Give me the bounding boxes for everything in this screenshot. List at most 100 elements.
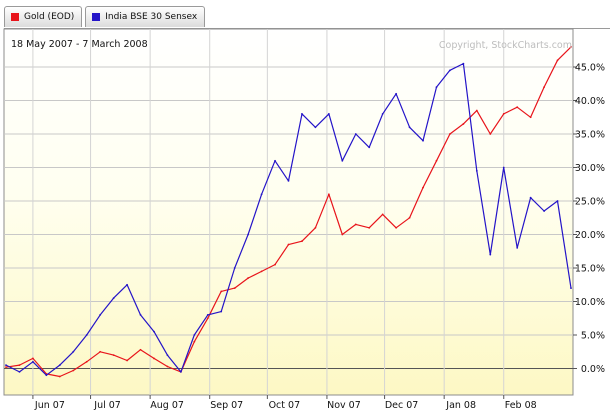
gold-data-point bbox=[449, 133, 451, 135]
gold-data-point bbox=[543, 86, 545, 88]
gold-data-point bbox=[529, 116, 532, 119]
sensex-data-point bbox=[435, 86, 438, 88]
gold-data-point bbox=[475, 109, 478, 112]
gold-data-point bbox=[570, 46, 572, 48]
sensex-data-point bbox=[354, 133, 357, 135]
gold-data-point bbox=[220, 290, 223, 293]
sensex-data-point bbox=[193, 334, 196, 336]
sensex-data-point bbox=[475, 169, 478, 172]
y-tick-label: 0.0% bbox=[581, 364, 605, 375]
sensex-data-point bbox=[153, 330, 155, 333]
gold-data-point bbox=[502, 113, 505, 115]
sensex-data-point bbox=[247, 233, 250, 236]
y-tick-label: 15.0% bbox=[575, 264, 605, 275]
legend-item-sensex[interactable]: India BSE 30 Sensex bbox=[85, 6, 206, 27]
sensex-data-point bbox=[395, 92, 398, 95]
y-tick-label: 5.0% bbox=[581, 331, 605, 342]
sensex-data-point bbox=[556, 200, 559, 202]
date-range: 18 May 2007 - 7 March 2008 bbox=[11, 39, 148, 50]
gold-data-point bbox=[274, 263, 276, 266]
sensex-data-point bbox=[368, 146, 371, 149]
gold-data-point bbox=[233, 287, 236, 289]
sensex-data-point bbox=[58, 364, 61, 367]
sensex-data-point bbox=[408, 126, 411, 129]
sensex-data-point bbox=[85, 334, 88, 336]
x-tick-label: Dec 07 bbox=[385, 400, 419, 411]
gold-data-point bbox=[381, 213, 384, 216]
sensex-data-point bbox=[422, 139, 424, 142]
sensex-data-point bbox=[260, 193, 263, 196]
sensex-data-point bbox=[18, 370, 21, 373]
legend-item-gold[interactable]: Gold (EOD) bbox=[4, 6, 83, 27]
gold-data-point bbox=[368, 226, 371, 229]
sensex-data-point bbox=[462, 62, 465, 65]
sensex-data-point bbox=[543, 210, 545, 212]
sensex-data-point bbox=[327, 113, 330, 115]
gold-data-point bbox=[301, 240, 303, 243]
x-tick-label: Aug 07 bbox=[150, 400, 184, 411]
y-tick-label: 25.0% bbox=[575, 197, 605, 208]
sensex-data-point bbox=[529, 196, 532, 199]
gold-data-point bbox=[408, 216, 411, 219]
x-tick-label: Nov 07 bbox=[327, 400, 361, 411]
y-tick-label: 10.0% bbox=[575, 297, 605, 308]
gold-data-point bbox=[193, 340, 196, 343]
gold-data-point bbox=[516, 106, 519, 109]
gold-data-point bbox=[354, 223, 357, 226]
sensex-data-point bbox=[99, 314, 102, 316]
x-tick-label: Jan 08 bbox=[445, 400, 476, 411]
gold-data-point bbox=[166, 365, 169, 368]
gold-data-point bbox=[287, 243, 290, 246]
sensex-data-point bbox=[502, 166, 505, 169]
gold-data-point bbox=[395, 226, 398, 229]
sensex-data-point bbox=[220, 310, 223, 313]
gold-data-point bbox=[58, 375, 61, 378]
gold-data-point bbox=[153, 357, 155, 360]
sensex-data-point bbox=[516, 247, 519, 249]
y-tick-label: 45.0% bbox=[575, 63, 605, 74]
x-tick-label: Feb 08 bbox=[505, 400, 537, 411]
gold-swatch-icon bbox=[11, 13, 19, 21]
gold-data-point bbox=[139, 348, 142, 351]
gold-data-point bbox=[341, 233, 344, 236]
legend-label-gold: Gold (EOD) bbox=[24, 12, 75, 22]
gold-data-point bbox=[206, 317, 209, 320]
sensex-data-point bbox=[32, 360, 34, 363]
gold-data-point bbox=[422, 186, 424, 189]
copyright: Copyright, StockCharts.com bbox=[438, 40, 572, 51]
legend: Gold (EOD) India BSE 30 Sensex bbox=[4, 6, 208, 28]
y-tick-label: 35.0% bbox=[575, 130, 605, 141]
gold-data-point bbox=[314, 226, 317, 229]
sensex-data-point bbox=[139, 314, 142, 316]
x-tick-label: Jun 07 bbox=[34, 400, 65, 411]
y-tick-label: 20.0% bbox=[575, 230, 605, 241]
sensex-data-point bbox=[489, 253, 492, 256]
x-tick-label: Sep 07 bbox=[210, 400, 243, 411]
gold-data-point bbox=[489, 133, 492, 135]
gold-data-point bbox=[327, 193, 330, 196]
legend-label-sensex: India BSE 30 Sensex bbox=[105, 12, 198, 22]
sensex-data-point bbox=[233, 267, 236, 269]
plot-background bbox=[3, 28, 574, 396]
x-tick-label: Jul 07 bbox=[93, 400, 121, 411]
sensex-data-point bbox=[341, 159, 344, 162]
gold-data-point bbox=[260, 270, 263, 273]
gold-data-point bbox=[112, 354, 115, 356]
gold-data-point bbox=[126, 359, 128, 362]
sensex-data-point bbox=[112, 297, 115, 300]
sensex-data-point bbox=[449, 69, 451, 72]
sensex-data-point bbox=[166, 354, 169, 356]
sensex-data-point bbox=[381, 113, 384, 115]
sensex-data-point bbox=[206, 314, 209, 316]
sensex-data-point bbox=[570, 287, 572, 289]
x-tick-label: Oct 07 bbox=[269, 400, 301, 411]
sensex-data-point bbox=[287, 180, 290, 182]
gold-data-point bbox=[18, 364, 21, 367]
gold-data-point bbox=[435, 159, 438, 162]
gold-data-point bbox=[556, 59, 559, 62]
sensex-data-point bbox=[274, 159, 276, 162]
sensex-swatch-icon bbox=[92, 13, 101, 21]
sensex-data-point bbox=[5, 364, 7, 367]
